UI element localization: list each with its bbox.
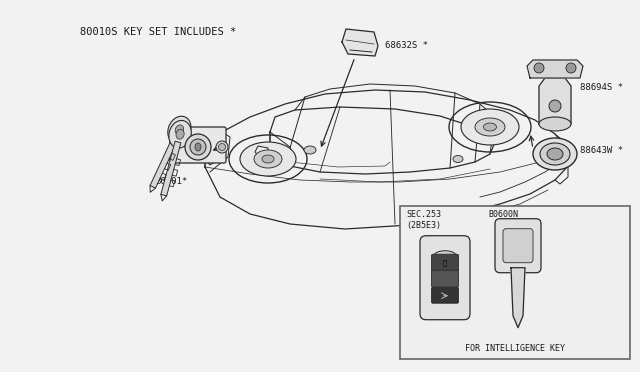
Polygon shape xyxy=(511,268,525,328)
Ellipse shape xyxy=(453,155,463,163)
FancyBboxPatch shape xyxy=(431,287,458,303)
Ellipse shape xyxy=(218,144,225,151)
Text: 80010S KEY SET INCLUDES *: 80010S KEY SET INCLUDES * xyxy=(80,27,236,37)
Ellipse shape xyxy=(169,121,191,148)
Ellipse shape xyxy=(175,125,184,135)
Ellipse shape xyxy=(195,143,201,151)
Text: SEC.253
(2B5E3): SEC.253 (2B5E3) xyxy=(406,211,441,230)
Ellipse shape xyxy=(549,100,561,112)
Ellipse shape xyxy=(168,116,191,143)
Text: FOR INTELLIGENCE KEY: FOR INTELLIGENCE KEY xyxy=(465,344,565,353)
Ellipse shape xyxy=(185,134,211,160)
FancyBboxPatch shape xyxy=(170,127,226,163)
Circle shape xyxy=(534,63,544,73)
Polygon shape xyxy=(342,29,378,56)
Circle shape xyxy=(566,63,576,73)
Ellipse shape xyxy=(262,155,274,163)
Ellipse shape xyxy=(483,123,497,131)
Ellipse shape xyxy=(539,117,571,131)
Text: 68632S *: 68632S * xyxy=(385,41,428,49)
FancyBboxPatch shape xyxy=(503,229,533,263)
Ellipse shape xyxy=(190,139,206,155)
Polygon shape xyxy=(150,136,179,188)
Text: B0600N: B0600N xyxy=(488,211,518,219)
Ellipse shape xyxy=(216,141,228,153)
FancyBboxPatch shape xyxy=(431,270,458,287)
Text: 88694S *: 88694S * xyxy=(580,83,623,92)
Ellipse shape xyxy=(240,142,296,176)
Polygon shape xyxy=(527,60,583,78)
Text: R998003N: R998003N xyxy=(577,351,620,360)
Text: 🔒: 🔒 xyxy=(443,259,447,266)
Bar xyxy=(400,206,630,359)
Ellipse shape xyxy=(533,138,577,170)
Ellipse shape xyxy=(176,129,184,139)
FancyBboxPatch shape xyxy=(431,254,458,271)
FancyBboxPatch shape xyxy=(495,219,541,273)
Text: 88643W *: 88643W * xyxy=(580,145,623,154)
Ellipse shape xyxy=(254,150,282,168)
Ellipse shape xyxy=(547,148,563,160)
Text: 80601*: 80601* xyxy=(155,177,188,186)
Ellipse shape xyxy=(434,251,456,261)
Polygon shape xyxy=(161,141,181,196)
Ellipse shape xyxy=(475,118,505,136)
FancyBboxPatch shape xyxy=(420,236,470,320)
Ellipse shape xyxy=(461,109,519,145)
Polygon shape xyxy=(539,78,571,124)
Ellipse shape xyxy=(304,146,316,154)
Ellipse shape xyxy=(540,143,570,165)
